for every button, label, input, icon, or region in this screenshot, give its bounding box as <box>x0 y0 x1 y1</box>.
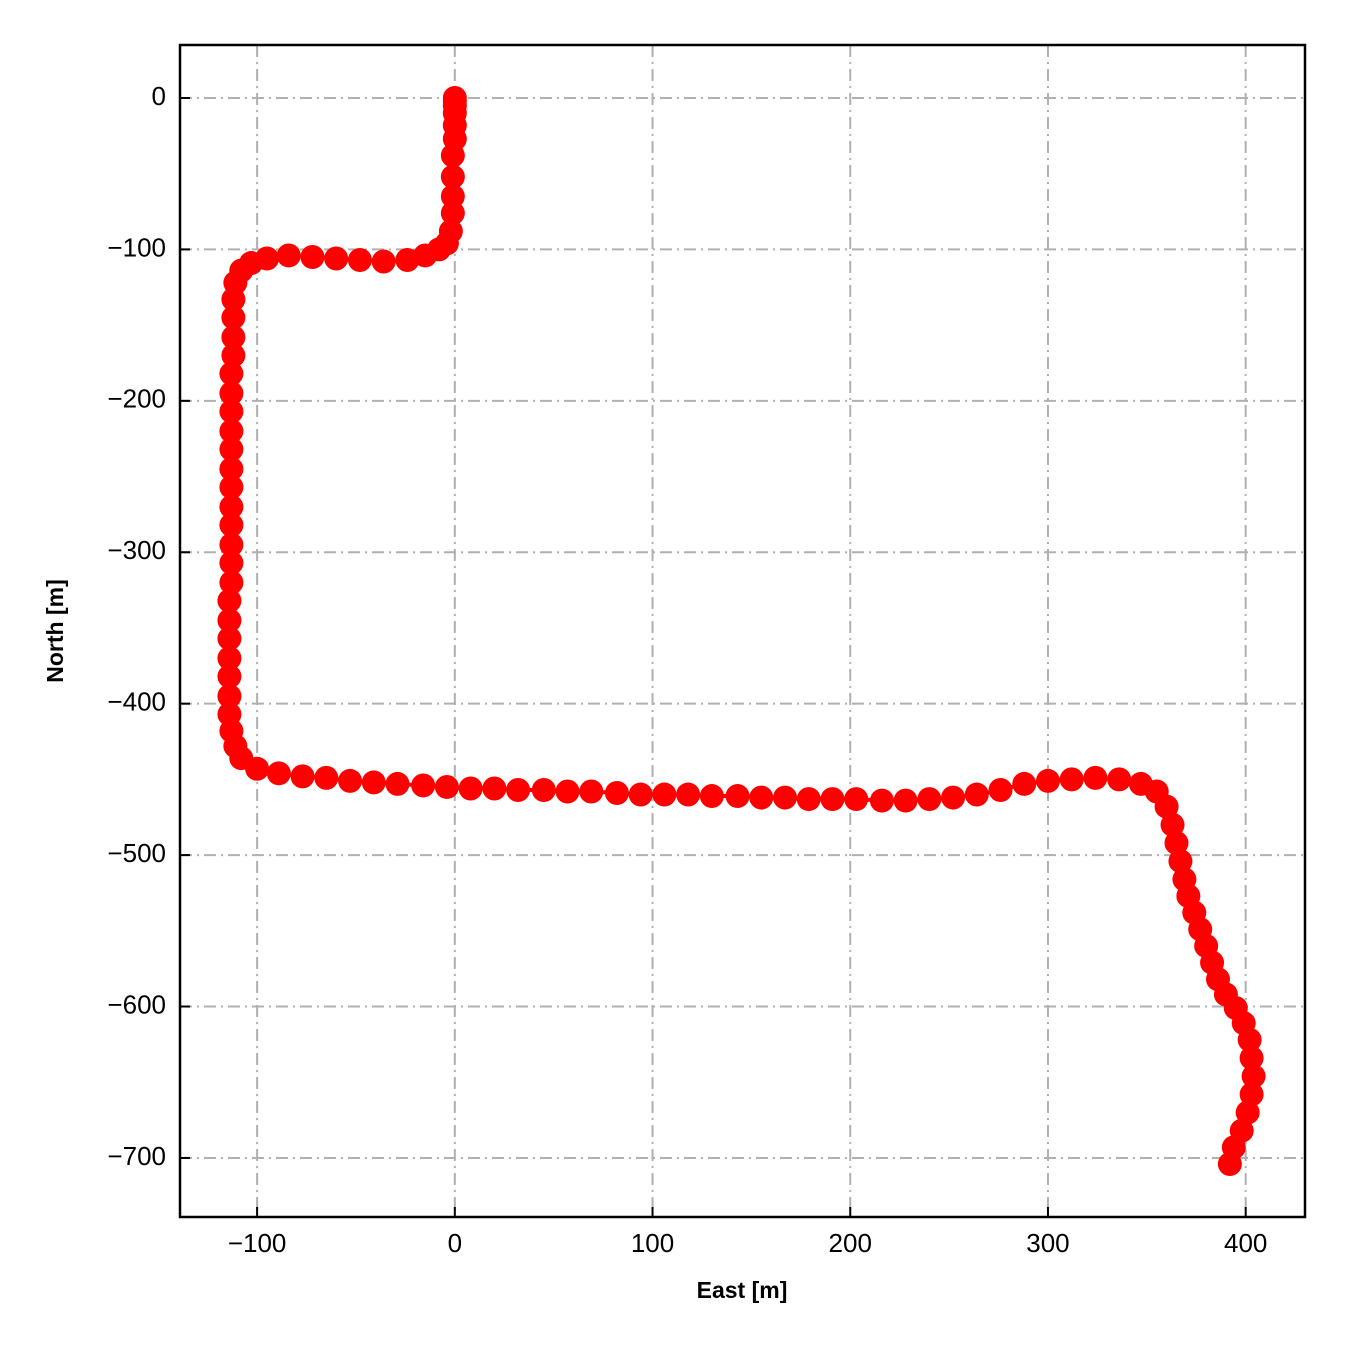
point <box>1160 812 1185 837</box>
point <box>221 343 246 368</box>
point <box>1239 1046 1264 1071</box>
point <box>506 777 531 802</box>
x-tick-label: 200 <box>829 1228 872 1258</box>
point <box>217 664 242 689</box>
point <box>219 456 244 481</box>
y-tick-label: −500 <box>107 838 166 868</box>
point <box>219 381 244 406</box>
point <box>531 777 556 802</box>
point <box>221 325 246 350</box>
point <box>219 399 244 424</box>
point <box>1168 849 1193 874</box>
point <box>221 287 246 312</box>
point <box>1035 768 1060 793</box>
point <box>395 248 420 273</box>
point <box>1239 1082 1264 1107</box>
point <box>1059 767 1084 792</box>
point <box>440 143 465 168</box>
point <box>217 608 242 633</box>
x-tick-label: 400 <box>1224 1228 1267 1258</box>
point <box>604 781 629 806</box>
point <box>1217 1152 1242 1177</box>
point <box>219 550 244 575</box>
point <box>314 765 339 790</box>
x-tick-label: 100 <box>631 1228 674 1258</box>
point <box>440 184 465 209</box>
point <box>276 243 301 268</box>
point <box>1154 794 1179 819</box>
point <box>796 787 821 812</box>
point <box>964 782 989 807</box>
point <box>725 784 750 809</box>
point <box>1164 830 1189 855</box>
point <box>869 788 894 813</box>
y-axis-label: North [m] <box>42 579 68 682</box>
y-tick-label: 0 <box>152 81 166 111</box>
point <box>1237 1027 1262 1052</box>
point <box>1107 767 1132 792</box>
point <box>628 782 653 807</box>
point <box>219 437 244 462</box>
point <box>266 761 291 786</box>
point <box>245 756 270 781</box>
point <box>324 246 349 271</box>
point <box>676 782 701 807</box>
x-tick-label: −100 <box>228 1228 287 1258</box>
point <box>219 475 244 500</box>
point <box>219 532 244 557</box>
point <box>385 771 410 796</box>
point <box>338 768 363 793</box>
point <box>1083 765 1108 790</box>
point <box>300 244 325 269</box>
point <box>219 494 244 519</box>
x-axis-label: East [m] <box>697 1277 788 1303</box>
point <box>652 782 677 807</box>
point <box>217 646 242 671</box>
point <box>290 764 315 789</box>
point <box>440 201 465 226</box>
point <box>820 787 845 812</box>
point <box>482 776 507 801</box>
point <box>749 785 774 810</box>
point <box>1235 1100 1260 1125</box>
point <box>579 779 604 804</box>
point <box>371 249 396 274</box>
point <box>361 770 386 795</box>
point <box>699 784 724 809</box>
point <box>773 785 798 810</box>
y-tick-label: −200 <box>107 384 166 414</box>
x-tick-label: 0 <box>448 1228 462 1258</box>
point <box>893 788 918 813</box>
point <box>1241 1064 1266 1089</box>
point <box>458 776 483 801</box>
point <box>844 787 869 812</box>
point <box>219 361 244 386</box>
point <box>1012 771 1037 796</box>
y-tick-label: −700 <box>107 1141 166 1171</box>
point <box>217 684 242 709</box>
y-tick-label: −100 <box>107 232 166 262</box>
point <box>217 626 242 651</box>
x-tick-label: 300 <box>1026 1228 1069 1258</box>
y-tick-label: −600 <box>107 989 166 1019</box>
point <box>988 777 1013 802</box>
y-tick-label: −300 <box>107 535 166 565</box>
point <box>347 248 372 273</box>
point <box>219 570 244 595</box>
point <box>917 787 942 812</box>
point <box>221 305 246 330</box>
point <box>555 779 580 804</box>
point <box>434 774 459 799</box>
point <box>219 513 244 538</box>
point <box>217 588 242 613</box>
point <box>941 785 966 810</box>
point <box>440 164 465 189</box>
plot-frame <box>178 43 1307 1219</box>
point <box>219 419 244 444</box>
y-tick-label: −400 <box>107 687 166 717</box>
point <box>411 773 436 798</box>
